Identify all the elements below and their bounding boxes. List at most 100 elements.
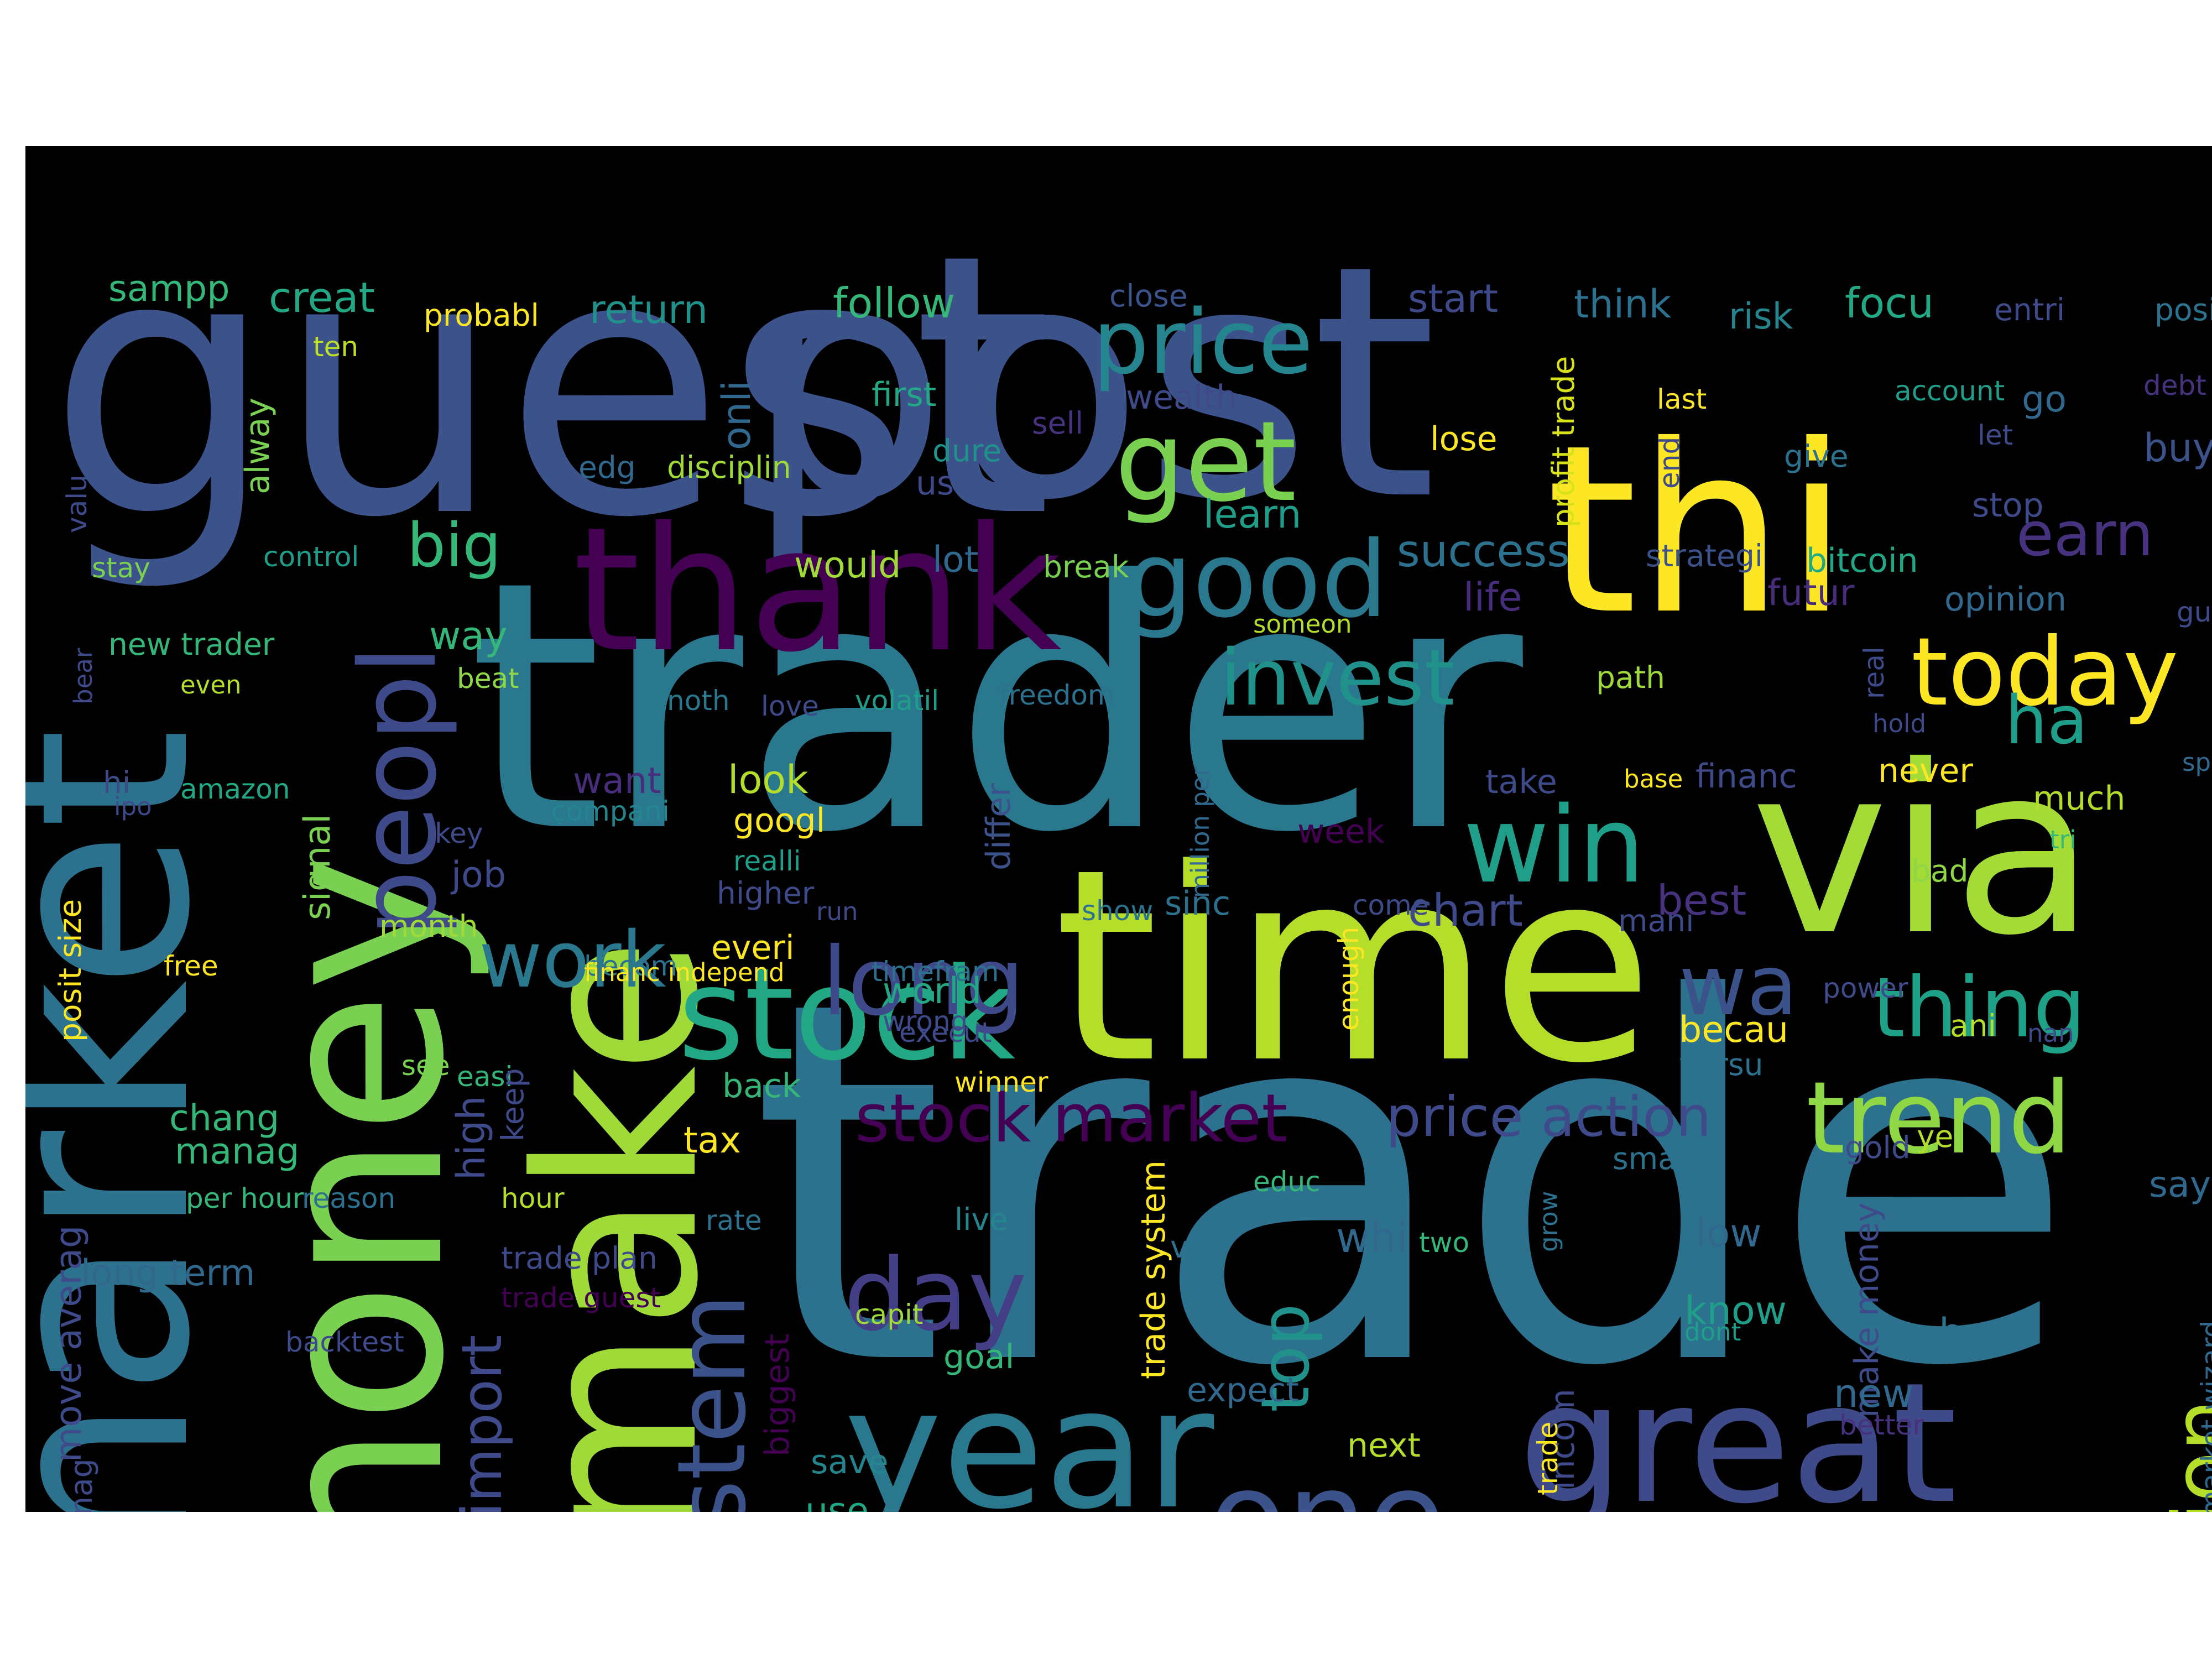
word-start: start xyxy=(1408,276,1498,321)
word-disciplin: disciplin xyxy=(667,450,791,485)
word-financ: financ xyxy=(1695,757,1797,796)
word-wealth: wealth xyxy=(1126,378,1237,417)
word-let: let xyxy=(1978,419,2013,451)
word-say: say xyxy=(2149,1164,2211,1206)
word-guid: guid xyxy=(2177,596,2212,628)
word-see: see xyxy=(401,1050,450,1082)
word-stop: stop xyxy=(1972,486,2044,525)
word-financ-independ: financ independ xyxy=(584,958,785,987)
word-open: open xyxy=(1734,1503,1803,1512)
word-someon: someon xyxy=(1253,609,1352,639)
word-base: base xyxy=(1624,764,1683,794)
word-would: would xyxy=(794,545,901,586)
word-probabl: probabl xyxy=(424,298,539,333)
word-long-term: long term xyxy=(81,1253,255,1294)
word-googl: googl xyxy=(733,801,825,840)
word-bear: bear xyxy=(69,648,98,705)
word-work: work xyxy=(479,915,666,1005)
word-dure: dure xyxy=(932,433,1001,468)
word-way: way xyxy=(429,613,508,659)
word-take: take xyxy=(1485,763,1557,801)
word-ipo: ipo xyxy=(114,792,152,821)
word-winner: winner xyxy=(954,1066,1048,1098)
word-learn: learn xyxy=(1203,492,1301,537)
word-break: break xyxy=(1043,549,1129,585)
word-control: control xyxy=(263,541,359,573)
word-goal: goal xyxy=(943,1338,1014,1376)
word-grow: grow xyxy=(1534,1191,1563,1252)
word-system: system xyxy=(658,1293,767,1512)
word-cloud-canvas: guestposttradetradermarketmoneymaketimet… xyxy=(25,178,2212,1512)
word-signal: signal xyxy=(297,814,338,920)
word-show: show xyxy=(1082,895,1153,927)
word-invest: invest xyxy=(1220,633,1454,723)
word-ha: ha xyxy=(2005,682,2088,759)
word-love: love xyxy=(761,690,819,722)
word-beat: beat xyxy=(457,662,519,695)
word-world: world xyxy=(883,971,982,1012)
word-timefram: timefram xyxy=(872,956,999,988)
word-money: money xyxy=(225,854,495,1512)
word-big: big xyxy=(407,510,501,581)
word-free: free xyxy=(164,950,218,982)
word-noth: noth xyxy=(667,685,730,717)
word-volatil: volatil xyxy=(855,685,939,717)
word-follow: follow xyxy=(833,279,955,327)
word-power: power xyxy=(1823,972,1908,1004)
word-make: make xyxy=(490,938,747,1512)
word-month: month xyxy=(379,909,478,944)
word-year: year xyxy=(844,1353,1216,1512)
word-back: back xyxy=(722,1067,801,1105)
word-opinion: opinion xyxy=(1944,580,2067,619)
word-good: good xyxy=(1126,519,1388,641)
word-via: via xyxy=(1751,716,2095,987)
word-option: option xyxy=(2156,1399,2212,1512)
word-mani: mani xyxy=(1618,903,1694,938)
word-versu: versu xyxy=(1679,1047,1764,1082)
word-think: think xyxy=(1574,281,1672,327)
word-valu: valu xyxy=(61,474,93,533)
word-job: job xyxy=(450,854,506,896)
word-buy: buy xyxy=(2143,425,2212,471)
word-edg: edg xyxy=(578,450,636,485)
word-ani: ani xyxy=(1950,1008,1996,1044)
word-creat: creat xyxy=(269,273,375,322)
word-bad: bad xyxy=(1911,853,1969,889)
word-ten: ten xyxy=(313,331,358,363)
word-posit: posit xyxy=(2154,292,2212,327)
word-small: small xyxy=(1613,1141,1694,1176)
word-make-money: make money xyxy=(1848,1203,1886,1418)
word-reason: reason xyxy=(302,1182,395,1214)
word-nan: nan xyxy=(2027,1019,2074,1048)
word-educ: educ xyxy=(1253,1166,1321,1198)
word-lose: lose xyxy=(1430,420,1498,458)
word-even: even xyxy=(180,670,242,700)
word-success: success xyxy=(1397,525,1570,577)
word-day: day xyxy=(844,1238,1027,1353)
word-ye: ye xyxy=(1917,1119,1953,1154)
word-long: long xyxy=(822,927,1025,1037)
word-today: today xyxy=(1911,618,2178,727)
word-real: real xyxy=(1858,646,1890,699)
word-use: use xyxy=(805,1490,869,1512)
word-win: win xyxy=(1463,784,1645,906)
word-life: life xyxy=(1463,575,1522,620)
word-amazon: amazon xyxy=(180,773,290,805)
word-veri: veri xyxy=(1170,1229,1228,1265)
word-sampp: sampp xyxy=(108,268,230,310)
word-run: run xyxy=(816,897,858,926)
word-price-action: price action xyxy=(1386,1084,1711,1149)
word-tri: tri xyxy=(2049,825,2077,854)
word-new-trader: new trader xyxy=(108,627,275,662)
word-alway: alway xyxy=(238,398,277,494)
word-give: give xyxy=(1784,439,1849,474)
word-incom: incom xyxy=(1543,1389,1582,1490)
word-whi: whi xyxy=(1336,1213,1408,1262)
word-week: week xyxy=(1297,812,1385,851)
word-high: high xyxy=(448,1095,494,1180)
word-busi: busi xyxy=(1939,1310,2019,1355)
word-profit-trade: profit trade xyxy=(1546,356,1581,528)
word-stock-market: stock market xyxy=(855,1081,1287,1157)
word-risk-manag: risk manag xyxy=(64,1458,99,1512)
word-rate: rate xyxy=(706,1204,762,1237)
